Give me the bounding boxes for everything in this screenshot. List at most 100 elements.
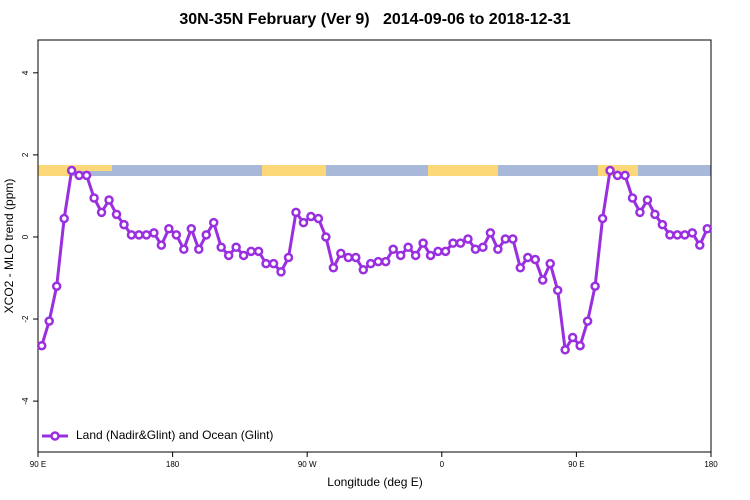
point (530, 254, 541, 265)
point (111, 209, 122, 220)
point (665, 230, 675, 240)
point (418, 238, 428, 248)
land-strip (598, 165, 638, 176)
point (508, 234, 518, 244)
point (89, 193, 99, 203)
point (298, 217, 309, 228)
point (119, 219, 129, 230)
point (74, 170, 84, 181)
point (485, 228, 496, 238)
chart-title: 30N-35N February (Ver 9) 2014-09-06 to 2… (179, 11, 570, 28)
point (306, 211, 316, 222)
land-ocean-strip (38, 165, 711, 176)
y-tick-label: 4 (21, 70, 30, 75)
point (366, 258, 376, 269)
point (560, 345, 570, 355)
point (351, 252, 361, 263)
x-axis-label: Longitude (deg E) (327, 475, 422, 489)
point (36, 340, 47, 351)
point (164, 224, 174, 234)
point (336, 248, 346, 259)
y-tick-label: -4 (21, 397, 30, 405)
point (545, 258, 555, 269)
point (478, 242, 488, 252)
point (448, 238, 458, 248)
plot-frame (37, 39, 712, 453)
point (395, 250, 406, 261)
legend-label: Land (Nadir&Glint) and Ocean (Glint) (76, 428, 273, 442)
point (515, 262, 526, 273)
point (328, 262, 339, 273)
point (261, 258, 271, 269)
point (538, 275, 548, 285)
point (276, 267, 286, 277)
point (680, 230, 690, 240)
point (313, 213, 324, 224)
point (126, 230, 137, 240)
x-tick-label: 90 W (298, 460, 317, 469)
point (523, 252, 533, 263)
y-axis-label: XCO2 - MLO trend (ppm) (2, 179, 16, 314)
point (552, 285, 563, 296)
point (321, 232, 331, 242)
point (500, 234, 511, 244)
land-strip (72, 165, 112, 171)
point (141, 230, 152, 240)
x-tick-label: 90 E (30, 460, 46, 469)
point (44, 316, 54, 326)
point (268, 258, 279, 269)
point (650, 209, 660, 220)
point (695, 240, 705, 250)
point (134, 230, 144, 240)
point (51, 281, 62, 291)
y-tick-label: -2 (21, 315, 30, 323)
point (642, 195, 653, 205)
point (702, 224, 713, 234)
point (425, 250, 436, 261)
point (567, 332, 578, 343)
point (373, 256, 383, 267)
point (440, 246, 451, 257)
point (223, 250, 234, 261)
point (283, 252, 294, 263)
point (687, 228, 698, 238)
x-tick-label: 180 (166, 460, 180, 469)
land-strip (38, 165, 72, 176)
point (403, 242, 413, 252)
point (194, 244, 204, 255)
point (582, 316, 593, 326)
x-tick-label: 0 (440, 460, 445, 469)
point (343, 252, 354, 263)
point (246, 246, 256, 257)
point (149, 228, 159, 238)
point (291, 207, 301, 218)
point (612, 170, 623, 181)
point (575, 340, 585, 351)
point (672, 230, 683, 240)
point (104, 195, 114, 205)
point (635, 207, 645, 218)
legend-marker (50, 431, 60, 441)
point (388, 244, 398, 255)
point (179, 244, 189, 255)
point (238, 250, 249, 261)
point (463, 234, 473, 244)
point (493, 244, 503, 255)
point (597, 213, 608, 224)
ocean-strip (38, 165, 711, 176)
x-tick-label: 180 (704, 460, 718, 469)
y-tick-label: 2 (21, 152, 30, 157)
point (66, 165, 77, 176)
point (201, 230, 211, 240)
point (380, 256, 391, 267)
land-strip (262, 165, 326, 176)
point (81, 170, 92, 181)
land-strip (428, 165, 498, 176)
point (156, 240, 167, 250)
point (96, 207, 107, 218)
point (216, 242, 226, 252)
point (208, 217, 219, 228)
point (590, 281, 600, 291)
